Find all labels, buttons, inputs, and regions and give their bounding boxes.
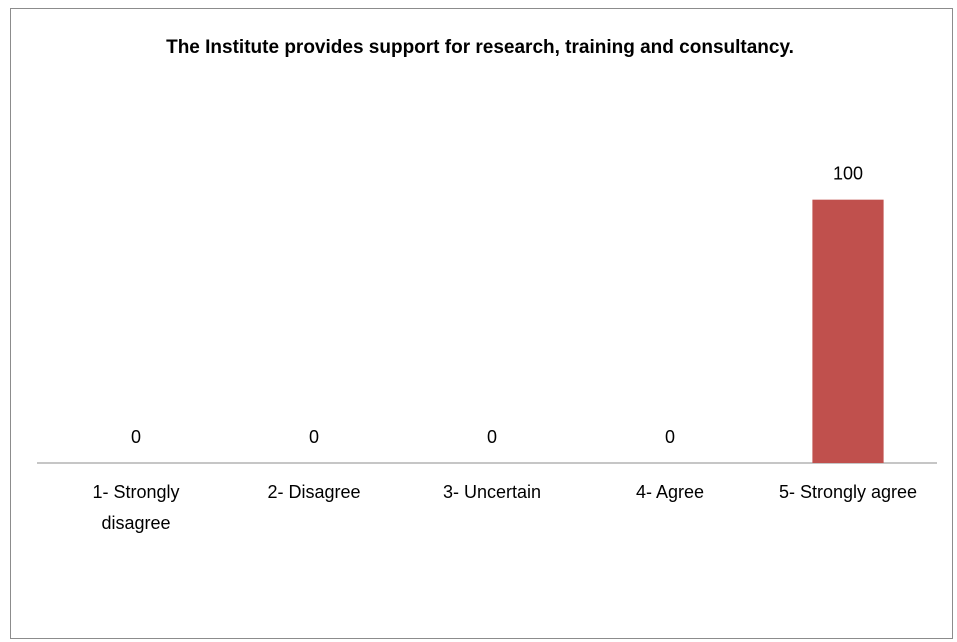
chart-frame — [10, 8, 953, 639]
data-label: 0 — [665, 427, 675, 447]
data-label: 0 — [131, 427, 141, 447]
x-tick-label: 1- Strongly disagree — [92, 481, 180, 533]
data-label: 0 — [309, 427, 319, 447]
x-tick-label: 5- Strongly agree — [778, 481, 918, 502]
chart-title: The Institute provides support for resea… — [166, 37, 794, 58]
x-tick-label: 4- Agree — [635, 481, 705, 502]
x-tick-label: 2- Disagree — [267, 481, 361, 502]
bar — [812, 199, 884, 463]
data-label: 100 — [833, 164, 863, 184]
x-tick-label: 3- Uncertain — [442, 481, 542, 502]
data-label: 0 — [487, 427, 497, 447]
